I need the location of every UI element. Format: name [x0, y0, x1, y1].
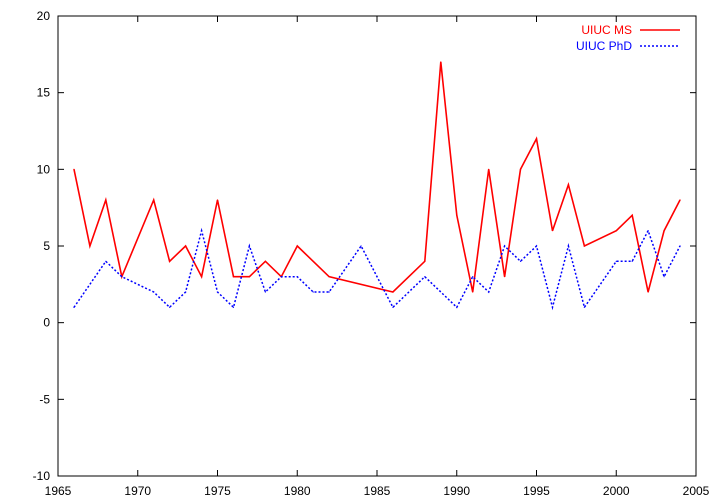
- data-point: [583, 245, 585, 247]
- data-point: [216, 199, 219, 201]
- data-point: [679, 199, 681, 201]
- data-point: [185, 245, 187, 247]
- data-point: [248, 276, 250, 278]
- data-point: [232, 276, 235, 278]
- x-tick-label: 1965: [45, 484, 72, 498]
- y-tick-label: -5: [39, 392, 50, 406]
- data-point: [519, 168, 522, 170]
- data-point: [280, 276, 282, 278]
- legend: UIUC MS UIUC PhD: [576, 23, 680, 53]
- data-point: [328, 276, 330, 278]
- data-point: [615, 230, 617, 232]
- data-point: [663, 230, 665, 232]
- data-point: [567, 245, 570, 247]
- data-point: [328, 291, 330, 293]
- data-point: [647, 230, 649, 232]
- x-tick-label: 1985: [364, 484, 391, 498]
- x-tick-label: 1990: [443, 484, 470, 498]
- x-tick-label: 1975: [204, 484, 231, 498]
- data-point: [424, 276, 426, 278]
- data-point: [488, 291, 490, 293]
- data-point: [535, 138, 538, 140]
- legend-label: UIUC PhD: [576, 39, 632, 53]
- data-point: [472, 276, 474, 278]
- data-point: [216, 291, 219, 293]
- data-point: [73, 168, 75, 170]
- data-point: [535, 245, 538, 247]
- data-point: [232, 306, 235, 308]
- data-point: [153, 199, 155, 201]
- data-point: [392, 306, 394, 308]
- data-point: [504, 276, 506, 278]
- x-tick-label: 1970: [124, 484, 151, 498]
- y-tick-label: 15: [37, 86, 51, 100]
- data-point: [583, 306, 585, 308]
- data-point: [488, 168, 490, 170]
- data-point: [615, 260, 617, 262]
- data-point: [264, 260, 266, 262]
- data-point: [392, 291, 394, 293]
- data-point: [169, 306, 171, 308]
- data-point: [169, 260, 171, 262]
- data-point: [551, 306, 554, 308]
- data-point: [519, 260, 522, 262]
- data-point: [296, 276, 298, 278]
- data-point: [153, 291, 155, 293]
- data-point: [679, 245, 681, 247]
- data-point: [663, 276, 665, 278]
- data-point: [312, 291, 314, 293]
- series-line-uiuc-ms: [73, 61, 681, 293]
- x-tick-label: 2005: [683, 484, 710, 498]
- data-point: [185, 291, 187, 293]
- data-point: [567, 184, 570, 186]
- plot-area: [57, 15, 697, 477]
- x-tick-label: 1980: [284, 484, 311, 498]
- x-tick-label: 1995: [523, 484, 550, 498]
- data-point: [631, 214, 633, 216]
- data-point: [472, 291, 474, 293]
- data-point: [248, 245, 250, 247]
- y-tick-label: 0: [43, 316, 50, 330]
- data-point: [360, 245, 362, 247]
- data-point: [264, 291, 266, 293]
- data-point: [121, 276, 123, 278]
- data-point: [200, 230, 203, 232]
- data-point: [89, 245, 91, 247]
- axis-ticks: 1965 1970 1975 1980 1985 1990 1995 2000 2005-10-…: [33, 9, 710, 498]
- data-point: [200, 276, 203, 278]
- data-point: [631, 260, 633, 262]
- data-point: [551, 230, 554, 232]
- series-lines: [73, 61, 681, 311]
- plot-frame: [57, 15, 697, 477]
- data-point: [456, 306, 458, 308]
- data-point: [73, 306, 75, 308]
- data-point: [105, 199, 107, 201]
- data-point: [424, 260, 426, 262]
- data-point: [647, 291, 649, 293]
- legend-label: UIUC MS: [581, 23, 632, 37]
- series-line-uiuc-phd: [73, 227, 681, 311]
- data-point: [456, 214, 458, 216]
- data-point: [105, 260, 107, 262]
- data-point: [440, 61, 442, 63]
- y-tick-label: 5: [43, 239, 50, 253]
- y-tick-label: 20: [37, 9, 51, 23]
- y-tick-label: 10: [37, 162, 51, 176]
- data-point: [504, 245, 506, 247]
- x-tick-label: 2000: [603, 484, 630, 498]
- data-point: [296, 245, 298, 247]
- y-tick-label: -10: [33, 469, 51, 483]
